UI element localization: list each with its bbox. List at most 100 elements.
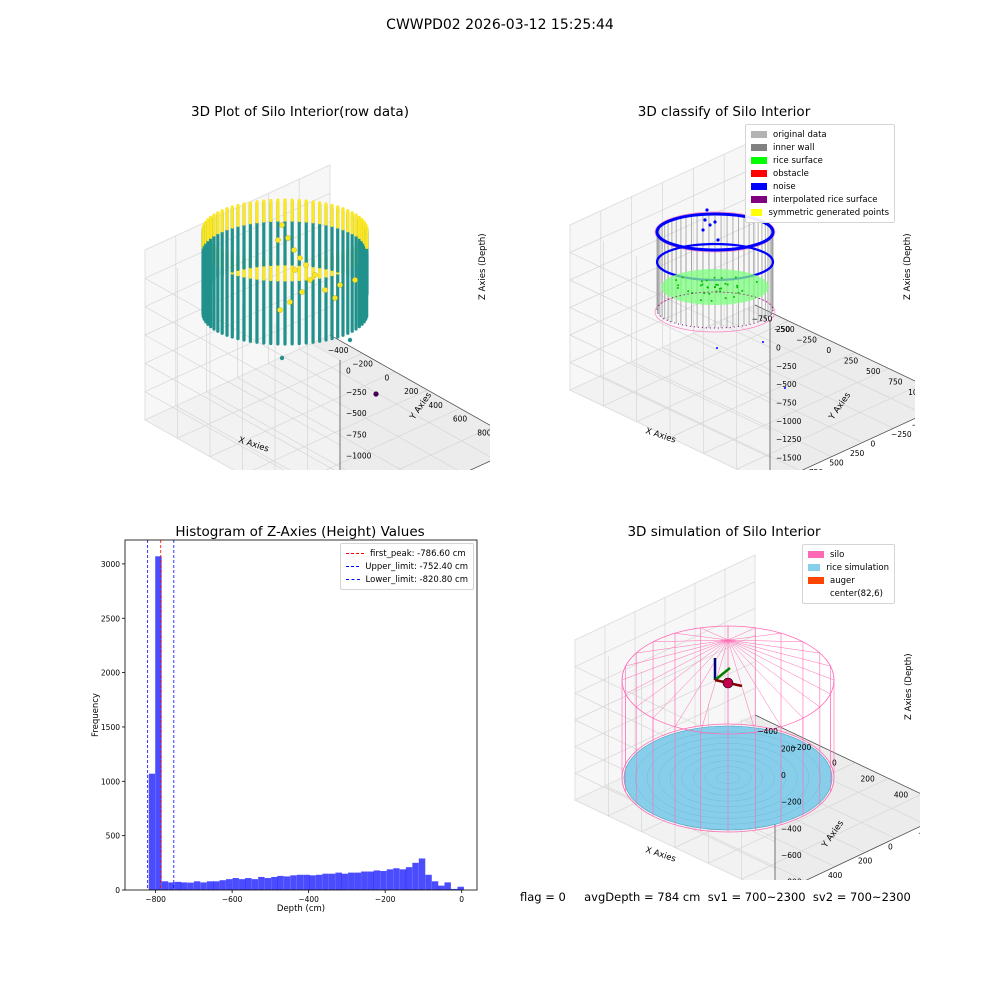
simulation-legend-entry: silo bbox=[808, 548, 889, 561]
histogram-y-tick-label: 1000 bbox=[101, 777, 120, 786]
sim-grid bbox=[574, 581, 756, 667]
sim-silo-roof-line bbox=[727, 639, 820, 708]
cls-x-tick: 1000 bbox=[908, 388, 915, 397]
histogram-x-tick-label: −400 bbox=[298, 895, 319, 904]
raw-x-tick: 400 bbox=[429, 401, 444, 410]
raw-point bbox=[287, 299, 293, 305]
raw-grid bbox=[298, 348, 490, 458]
simulation-legend-label: auger bbox=[830, 575, 855, 586]
simulation-legend-entry: rice simulation bbox=[808, 561, 889, 574]
sim-x-tick: −200 bbox=[791, 743, 812, 752]
raw-point bbox=[307, 277, 313, 283]
sim-auger-center bbox=[722, 677, 734, 689]
histogram-bar bbox=[425, 874, 432, 890]
cls-x-axis bbox=[754, 304, 915, 382]
cls-rice-point bbox=[681, 276, 684, 279]
simulation-legend-swatch bbox=[808, 590, 824, 597]
classify-legend-label: rice surface bbox=[773, 155, 823, 166]
histogram-bar bbox=[354, 872, 361, 890]
simulation-zlabel: Z Axies (Depth) bbox=[904, 653, 914, 720]
simulation-legend-swatch bbox=[808, 551, 824, 558]
histogram-bar bbox=[264, 878, 272, 890]
raw-point-cloud bbox=[201, 198, 379, 397]
cls-rice-point bbox=[700, 280, 703, 283]
sim-x-tick: −400 bbox=[757, 727, 778, 736]
raw-zlabel: Z Axies (Depth) bbox=[478, 233, 488, 300]
histogram-bar bbox=[367, 871, 375, 890]
sim-silo-roof-line bbox=[727, 639, 804, 719]
cls-grid bbox=[569, 167, 756, 253]
histogram-bar bbox=[219, 880, 226, 890]
raw-plot-title: 3D Plot of Silo Interior(row data) bbox=[191, 104, 409, 120]
histogram-chart[interactable]: −800 −600 −400 −200 0 0 500 1000 1500 2000 2500 300… bbox=[80, 530, 490, 920]
raw-point bbox=[285, 235, 291, 241]
histogram-bar bbox=[309, 875, 316, 890]
sim-silo-roof-line bbox=[727, 639, 831, 695]
histogram-bar bbox=[232, 878, 239, 890]
cls-noise-point bbox=[713, 220, 717, 224]
sim-silo-roof-line bbox=[674, 639, 729, 727]
raw-3d-plot[interactable]: −400−200020040060080010006004002000−200−… bbox=[130, 130, 490, 470]
cls-x-tick: 750 bbox=[888, 378, 903, 387]
cls-x-tick: 0 bbox=[826, 346, 831, 355]
sim-axis-y bbox=[714, 667, 731, 681]
classify-3d-plot[interactable]: −750−500−2500250500750100012501000750500… bbox=[555, 130, 915, 470]
histogram-legend-label: Lower_limit: -820.80 cm bbox=[365, 574, 468, 585]
raw-axes-panes bbox=[143, 164, 490, 470]
classify-legend-swatch bbox=[751, 144, 767, 151]
cls-z-tick: −250 bbox=[776, 362, 797, 371]
raw-z-tick: −500 bbox=[346, 409, 367, 418]
cls-rice-point bbox=[714, 286, 716, 288]
histogram-legend-label: first_peak: -786.60 cm bbox=[370, 548, 466, 559]
raw-x-tick: −400 bbox=[328, 346, 349, 355]
raw-x-tick: 600 bbox=[453, 415, 468, 424]
histogram-bar bbox=[258, 876, 265, 890]
cls-z-tick: −500 bbox=[776, 380, 797, 389]
histogram-bar bbox=[155, 556, 162, 890]
classify-plot-title: 3D classify of Silo Interior bbox=[637, 104, 811, 120]
classify-legend-label: obstacle bbox=[773, 168, 809, 179]
raw-point bbox=[292, 267, 298, 273]
figure-title: CWWPD02 2026-03-12 15:25:44 bbox=[386, 17, 614, 33]
cls-y-tick: 750 bbox=[809, 468, 824, 470]
simulation-3d-plot[interactable]: −400−20002004006006004002000−200−4002000… bbox=[560, 550, 920, 880]
raw-point bbox=[312, 272, 318, 278]
histogram-bar bbox=[174, 881, 182, 890]
sim-z-tick: −400 bbox=[781, 824, 802, 833]
sim-x-tick: 200 bbox=[861, 774, 876, 783]
sim-silo-roof-line bbox=[625, 639, 729, 667]
cls-rice-point bbox=[736, 286, 739, 289]
classify-legend-label: inner wall bbox=[773, 142, 815, 153]
cls-noise-point bbox=[708, 223, 712, 227]
classify-legend-swatch bbox=[751, 196, 767, 203]
histogram-bar bbox=[239, 879, 246, 890]
cls-rice-point bbox=[715, 283, 718, 286]
histogram-bar bbox=[386, 869, 394, 890]
histogram-bar bbox=[373, 870, 381, 890]
classify-legend-entry: noise bbox=[751, 180, 889, 193]
cls-rice-point bbox=[675, 279, 678, 282]
cls-rice-point bbox=[699, 299, 702, 302]
classify-legend-entry: symmetric generated points bbox=[751, 206, 889, 219]
cls-y-tick: 0 bbox=[871, 440, 876, 449]
raw-z-tick: −1000 bbox=[346, 452, 372, 461]
sim-y-tick: −200 bbox=[918, 828, 920, 837]
cls-grid bbox=[724, 318, 915, 411]
status-line: flag = 0 avgDepth = 784 cm sv1 = 700~230… bbox=[520, 890, 911, 904]
sim-y-tick: 400 bbox=[828, 871, 843, 880]
sim-y-tick: 200 bbox=[858, 857, 873, 866]
histogram-bar bbox=[277, 875, 284, 890]
cls-z-tick: 250 bbox=[776, 325, 791, 334]
raw-outlier bbox=[373, 391, 379, 397]
sim-z-tick: 0 bbox=[781, 771, 786, 780]
simulation-axis-ticks: −400−20002004006006004002000−200−4002000… bbox=[757, 727, 920, 880]
simulation-legend-swatch bbox=[808, 564, 821, 571]
histogram-x-tick-label: 0 bbox=[459, 895, 464, 904]
classify-legend-label: noise bbox=[773, 181, 796, 192]
raw-x-axis bbox=[329, 334, 490, 426]
raw-point bbox=[337, 282, 343, 288]
histogram-y-tick-label: 3000 bbox=[101, 560, 120, 569]
cls-rice-point bbox=[732, 295, 735, 298]
histogram-bar bbox=[412, 862, 419, 890]
classify-legend-entry: rice surface bbox=[751, 154, 889, 167]
